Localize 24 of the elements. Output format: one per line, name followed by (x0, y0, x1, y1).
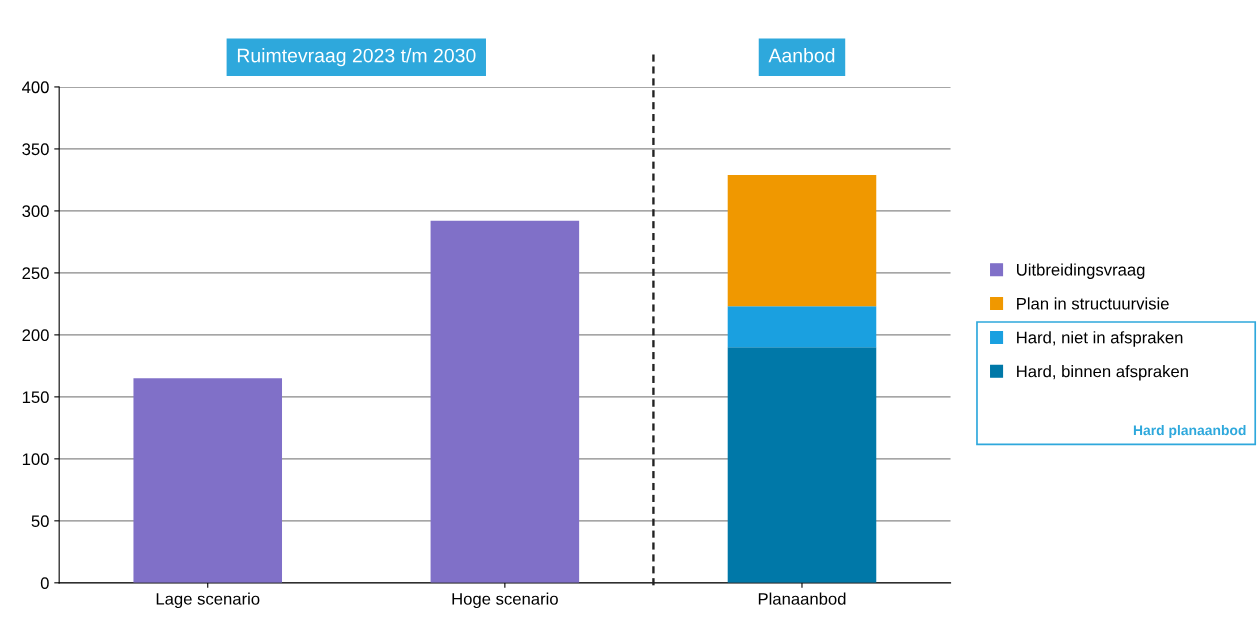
x-tick-label: Lage scenario (156, 592, 260, 609)
y-tick-label: 50 (31, 515, 49, 528)
bar (727, 347, 877, 583)
legend-label: Uitbreidingsvraag (1017, 263, 1145, 279)
text: Hard planaanbod (1133, 425, 1246, 438)
y-tick-label: 400 (22, 81, 49, 94)
legend-label: Hard, niet in afspraken (1017, 331, 1183, 347)
x-tick-label: Hoge scenario (452, 592, 558, 609)
x-tick-label: Planaanbod (758, 592, 846, 605)
y-tick-label: 100 (22, 453, 49, 466)
y-tick-label: 350 (22, 143, 49, 156)
bar (133, 378, 283, 583)
legend-label: Hard, binnen afspraken (1017, 365, 1188, 381)
y-tick-label: 250 (22, 267, 49, 280)
y-tick-label: 150 (22, 391, 49, 404)
bar (727, 306, 877, 348)
bar (727, 174, 877, 307)
y-tick-label: 0 (40, 577, 49, 590)
text: Aanbod (768, 48, 835, 63)
text: Ruimtevraag 2023 t/m 2030 (237, 48, 476, 67)
bar (430, 220, 580, 583)
y-tick-label: 200 (22, 329, 49, 342)
y-tick-label: 300 (22, 205, 49, 218)
legend-label: Plan in structuurvisie (1017, 297, 1169, 310)
